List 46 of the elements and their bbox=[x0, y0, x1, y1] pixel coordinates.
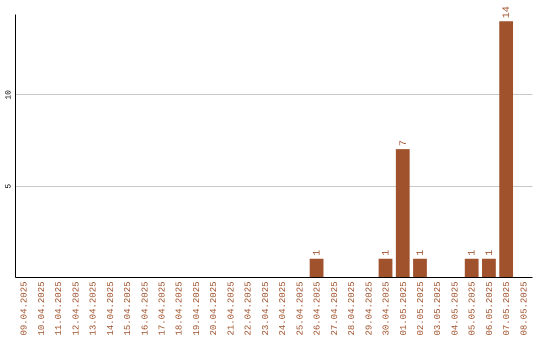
y-tick-label: 10 bbox=[4, 90, 14, 100]
bar bbox=[413, 258, 427, 277]
x-tick-label: 05.05.2025 bbox=[468, 282, 478, 336]
data-label: 1 bbox=[484, 250, 496, 256]
x-tick-label: 13.04.2025 bbox=[88, 282, 99, 336]
x-tick-label: 24.04.2025 bbox=[278, 282, 288, 336]
data-label: 1 bbox=[416, 250, 427, 256]
x-tick-label: 22.04.2025 bbox=[244, 282, 254, 336]
data-label: 1 bbox=[468, 250, 479, 256]
data-label: 1 bbox=[312, 250, 324, 256]
x-tick-label: 12.04.2025 bbox=[71, 282, 82, 336]
bar bbox=[396, 149, 410, 277]
x-tick-label: 11.04.2025 bbox=[54, 282, 64, 336]
x-tick-label: 07.05.2025 bbox=[502, 282, 512, 336]
x-tick-label: 19.04.2025 bbox=[192, 282, 202, 336]
x-tick-label: 08.05.2025 bbox=[519, 282, 530, 336]
x-tick-label: 10.04.2025 bbox=[36, 282, 47, 336]
x-tick-label: 27.04.2025 bbox=[330, 282, 340, 336]
x-tick-label: 18.04.2025 bbox=[174, 282, 185, 336]
x-tick-label: 30.04.2025 bbox=[382, 282, 392, 336]
y-tick-label: 5 bbox=[4, 184, 14, 189]
x-tick-label: 04.05.2025 bbox=[450, 282, 460, 336]
x-tick-label: 16.04.2025 bbox=[140, 282, 150, 336]
x-tick-label: 28.04.2025 bbox=[347, 282, 358, 336]
x-tick-label: 06.05.2025 bbox=[484, 282, 495, 336]
bar bbox=[482, 258, 496, 277]
x-tick-label: 17.04.2025 bbox=[157, 282, 168, 336]
x-tick-label: 02.05.2025 bbox=[416, 282, 426, 336]
data-label: 1 bbox=[382, 250, 393, 256]
bar bbox=[310, 258, 324, 277]
x-tick-label: 25.04.2025 bbox=[295, 282, 306, 336]
x-tick-label: 21.04.2025 bbox=[226, 282, 236, 336]
bar bbox=[378, 258, 392, 277]
bar bbox=[464, 258, 479, 277]
x-tick-label: 23.04.2025 bbox=[260, 282, 271, 336]
x-tick-label: 09.04.2025 bbox=[20, 282, 30, 336]
x-tick-label: 03.05.2025 bbox=[433, 282, 444, 336]
data-label: 7 bbox=[398, 140, 410, 146]
x-tick-label: 14.04.2025 bbox=[106, 282, 116, 336]
x-tick-label: 01.05.2025 bbox=[398, 282, 409, 336]
bar bbox=[499, 21, 514, 277]
x-tick-label: 26.04.2025 bbox=[312, 282, 323, 336]
x-tick-label: 15.04.2025 bbox=[123, 282, 134, 336]
x-tick-label: 29.04.2025 bbox=[364, 282, 374, 336]
x-tick-label: 20.04.2025 bbox=[209, 282, 220, 336]
data-label: 14 bbox=[502, 6, 514, 18]
